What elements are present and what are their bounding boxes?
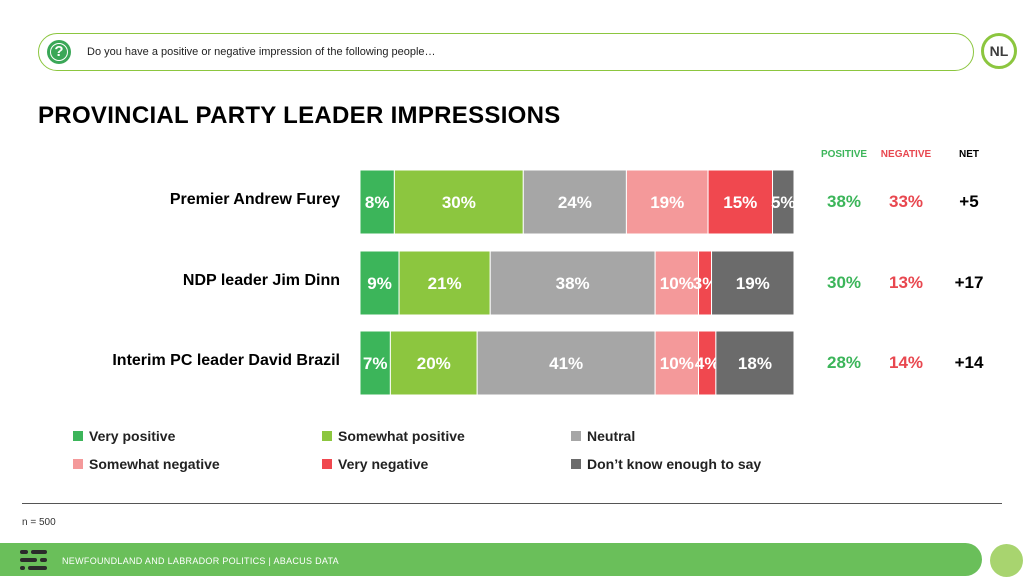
bar-segment-somewhat-negative	[625, 169, 709, 235]
question-text: Do you have a positive or negative impre…	[87, 46, 436, 58]
divider	[22, 503, 1002, 504]
legend-swatch	[571, 459, 581, 470]
bar-data-label: 4%	[695, 354, 720, 373]
positive-value: 30%	[826, 273, 862, 292]
bar-data-label: 9%	[367, 274, 392, 293]
bar-data-label: 19%	[736, 274, 770, 293]
bar-data-label: 5%	[771, 193, 796, 212]
bar-segment-dont-know	[715, 330, 795, 396]
positive-value: 28%	[826, 353, 862, 372]
legend-item-somewhat-negative: Somewhat negative	[73, 456, 220, 472]
bar-segment-somewhat-negative	[654, 330, 700, 396]
legend-swatch	[571, 431, 581, 442]
bar-data-label: 8%	[365, 193, 390, 212]
question-banner: ? Do you have a positive or negative imp…	[38, 33, 974, 71]
bar-segment-neutral	[522, 169, 627, 235]
legend-label: Neutral	[587, 428, 636, 444]
negative-value: 14%	[888, 353, 924, 372]
bar-segment-neutral	[489, 250, 656, 316]
bar-segment-somewhat-negative	[654, 250, 700, 316]
legend-label: Somewhat negative	[89, 456, 220, 472]
bar-data-label: 30%	[442, 193, 476, 212]
page-title: PROVINCIAL PARTY LEADER IMPRESSIONS	[38, 102, 561, 129]
negative-column-header: NEGATIVE	[880, 149, 932, 160]
footer-bar	[0, 543, 982, 576]
row-label: Interim PC leader David Brazil	[112, 352, 340, 369]
bar-segment-somewhat-positive	[389, 330, 478, 396]
bar-data-label: 20%	[417, 354, 451, 373]
legend-label: Somewhat positive	[338, 428, 465, 444]
bar-segment-very-positive	[359, 169, 395, 235]
question-mark-icon: ?	[47, 40, 71, 64]
net-value: +14	[954, 353, 984, 372]
bar-segment-very-positive	[359, 250, 400, 316]
positive-value: 38%	[826, 192, 862, 211]
legend-item-very-positive: Very positive	[73, 428, 175, 444]
net-column-header: NET	[959, 149, 979, 160]
bar-segment-very-negative	[698, 330, 717, 396]
legend-swatch	[73, 459, 83, 470]
bar-segment-very-negative	[698, 250, 713, 316]
positive-column-header: POSITIVE	[820, 149, 868, 160]
footer-text: NEWFOUNDLAND AND LABRADOR POLITICS | ABA…	[62, 556, 339, 566]
bar-data-label: 41%	[549, 354, 583, 373]
bar-segment-very-negative	[707, 169, 774, 235]
bar-segment-neutral	[476, 330, 656, 396]
legend-label: Very positive	[89, 428, 176, 444]
net-value: +5	[959, 192, 979, 211]
legend-label: Very negative	[338, 456, 429, 472]
legend-item-somewhat-positive: Somewhat positive	[322, 428, 465, 444]
bar-segment-somewhat-positive	[393, 169, 524, 235]
row-label: NDP leader Jim Dinn	[182, 272, 340, 289]
sample-size-note: n = 500	[22, 517, 56, 528]
legend-swatch	[322, 431, 332, 442]
bar-data-label: 38%	[556, 274, 590, 293]
bar-data-label: 10%	[660, 274, 694, 293]
legend-label: Don’t know enough to say	[587, 456, 762, 472]
abacus-logo-icon	[20, 550, 47, 570]
legend-swatch	[73, 431, 83, 442]
legend-item-dont-know: Don’t know enough to say	[571, 456, 761, 472]
footer-circle-decoration	[990, 544, 1023, 577]
bar-data-label: 10%	[660, 354, 694, 373]
legend-swatch	[322, 459, 332, 470]
legend-item-neutral: Neutral	[571, 428, 635, 444]
bar-data-label: 15%	[723, 193, 757, 212]
bar-segment-somewhat-positive	[398, 250, 491, 316]
bar-data-label: 18%	[738, 354, 772, 373]
bar-data-label: 3%	[693, 274, 718, 293]
bar-segment-dont-know	[772, 169, 795, 235]
legend-item-very-negative: Very negative	[322, 456, 428, 472]
bar-data-label: 19%	[650, 193, 684, 212]
nl-logo: NL	[981, 33, 1017, 69]
bar-segment-very-positive	[359, 330, 391, 396]
net-value: +17	[954, 273, 984, 292]
bar-segment-dont-know	[711, 250, 795, 316]
bar-data-label: 21%	[428, 274, 462, 293]
negative-value: 33%	[888, 192, 924, 211]
negative-value: 13%	[888, 273, 924, 292]
row-label: Premier Andrew Furey	[169, 191, 340, 208]
bar-data-label: 24%	[558, 193, 592, 212]
bar-data-label: 7%	[363, 354, 388, 373]
